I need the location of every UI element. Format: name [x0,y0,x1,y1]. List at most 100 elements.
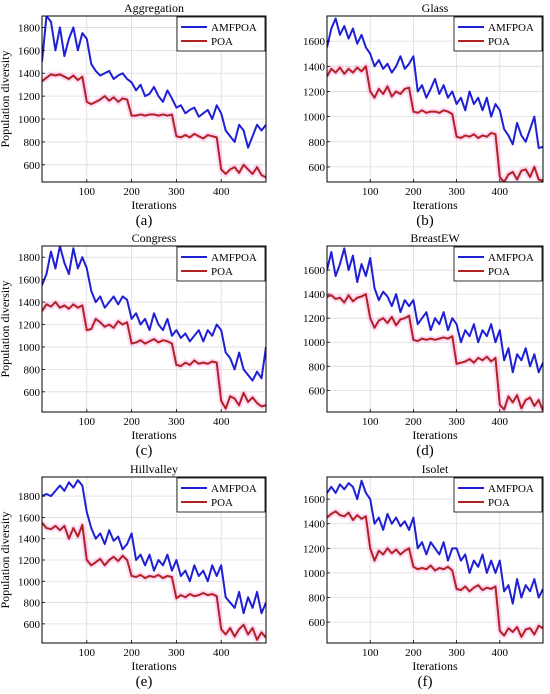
data-point-amfpoa [468,90,471,93]
data-point-amfpoa [408,529,410,531]
data-point-poa [243,164,245,166]
data-point-poa [50,305,52,308]
data-point-poa [256,166,258,168]
data-point-amfpoa [443,311,445,313]
data-point-amfpoa [464,329,466,331]
data-point-amfpoa [153,86,155,88]
data-point-poa [207,594,209,596]
y-tick-label: 600 [24,387,41,399]
data-point-amfpoa [54,49,57,51]
data-point-poa [481,589,484,591]
data-point-poa [72,527,74,529]
data-point-poa [421,567,423,569]
data-point-poa [395,324,397,326]
data-point-amfpoa [162,329,164,331]
panel-label: (d) [416,443,434,459]
data-point-poa [216,362,218,364]
chart-title: Aggregation [124,1,184,15]
data-point-poa [139,113,142,116]
data-point-amfpoa [260,129,263,132]
data-point-poa [360,518,363,520]
data-point-amfpoa [421,84,423,86]
data-point-amfpoa [538,371,540,373]
data-point-amfpoa [122,548,124,550]
data-point-poa [494,133,497,135]
x-tick-label: 200 [123,416,140,428]
y-tick-label: 1600 [303,494,326,506]
data-point-poa [251,173,254,175]
data-point-poa [447,566,449,568]
data-point-poa [234,397,236,400]
data-point-poa [434,569,436,572]
x-tick-label: 400 [213,186,230,198]
data-point-amfpoa [144,318,146,320]
data-point-amfpoa [477,341,479,343]
y-tick-label: 800 [309,361,326,373]
x-tick-label: 400 [492,647,509,659]
data-point-amfpoa [438,553,440,556]
data-point-poa [348,294,350,296]
x-tick-label: 100 [79,416,96,428]
data-point-poa [171,113,173,116]
data-point-poa [247,633,249,636]
data-point-poa [153,338,155,340]
y-tick-label: 1800 [18,491,41,503]
data-point-amfpoa [369,498,371,500]
data-point-amfpoa [220,564,222,566]
x-axis-label: Iterations [412,659,458,673]
data-point-amfpoa [50,251,52,253]
data-point-amfpoa [220,329,222,331]
data-point-amfpoa [378,59,380,61]
data-point-amfpoa [225,129,227,132]
data-point-amfpoa [451,547,453,549]
legend: AMFPOA POA [176,477,266,513]
data-point-poa [104,326,106,328]
data-point-amfpoa [72,26,74,29]
legend-label-amfpoa: AMFPOA [211,252,257,264]
data-point-poa [81,304,83,307]
y-tick-label: 1200 [18,555,41,567]
data-point-amfpoa [122,72,124,74]
data-point-amfpoa [166,89,169,92]
data-point-poa [456,136,458,138]
data-point-poa [184,596,186,598]
data-point-poa [234,166,236,168]
data-point-poa [477,357,479,359]
data-point-amfpoa [425,553,427,556]
data-point-poa [399,553,402,556]
data-point-amfpoa [95,538,97,540]
y-tick-label: 1600 [18,275,41,287]
data-point-amfpoa [135,89,137,92]
data-point-amfpoa [477,566,479,568]
data-point-amfpoa [50,21,52,23]
data-point-poa [198,135,200,137]
data-point-poa [499,176,501,178]
data-point-amfpoa [77,479,79,481]
data-point-poa [538,625,540,627]
data-point-amfpoa [490,116,492,118]
data-point-amfpoa [408,63,410,65]
chart-title: Glass [422,1,449,15]
data-point-amfpoa [499,109,501,111]
data-point-poa [460,589,462,591]
data-point-amfpoa [434,78,436,80]
data-point-poa [135,341,137,344]
data-point-poa [512,171,514,173]
y-tick-label: 800 [24,598,41,610]
data-point-amfpoa [335,17,337,20]
data-point-poa [260,631,263,633]
data-point-poa [256,402,258,404]
data-point-poa [144,115,146,117]
data-point-amfpoa [386,295,389,298]
data-point-poa [202,592,204,594]
data-point-amfpoa [456,103,458,105]
y-tick-label: 800 [309,137,326,149]
x-tick-label: 200 [405,647,422,659]
data-point-amfpoa [126,299,128,301]
data-point-amfpoa [256,371,258,373]
data-point-amfpoa [193,335,195,337]
y-tick-label: 800 [309,593,326,605]
data-point-poa [95,318,97,320]
data-point-poa [503,635,505,637]
legend: AMFPOA POA [453,16,543,52]
